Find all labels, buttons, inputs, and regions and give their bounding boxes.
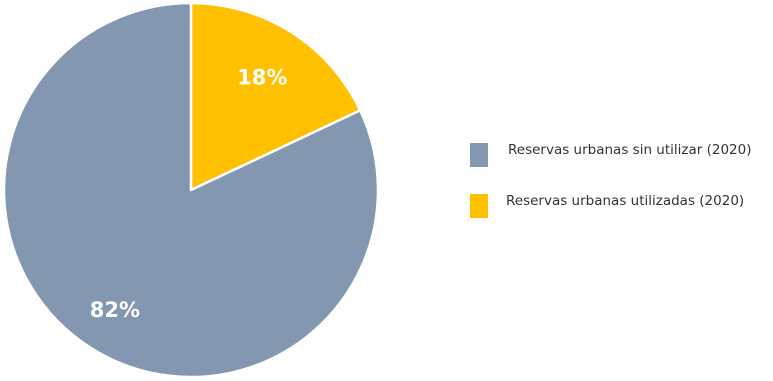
legend-swatch-utilizadas [470, 194, 488, 218]
slice-label-sin-utilizar: 82% [90, 298, 140, 322]
legend-item-utilizadas[interactable]: Reservas urbanas utilizadas (2020) [470, 191, 770, 218]
slice-label-utilizadas: 18% [237, 66, 287, 90]
legend-label-utilizadas: Reservas urbanas utilizadas (2020) [506, 193, 745, 209]
legend: Reservas urbanas sin utilizar (2020) Res… [470, 140, 770, 242]
legend-swatch-sin-utilizar [470, 143, 488, 167]
legend-item-sin-utilizar[interactable]: Reservas urbanas sin utilizar (2020) [470, 140, 770, 167]
legend-label-sin-utilizar: Reservas urbanas sin utilizar (2020) [508, 142, 752, 158]
pie-slice-utilizadas[interactable] [189, 1, 362, 192]
pie-slice-sin-utilizar[interactable] [2, 1, 380, 379]
